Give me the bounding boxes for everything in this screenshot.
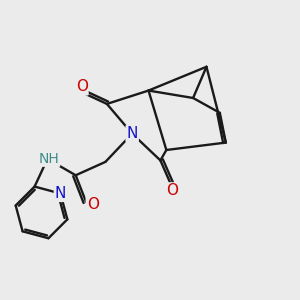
Text: O: O <box>76 80 88 94</box>
Text: NH: NH <box>39 152 59 166</box>
Text: O: O <box>87 197 99 212</box>
Text: N: N <box>127 126 138 141</box>
Text: N: N <box>55 186 66 201</box>
Text: O: O <box>166 183 178 198</box>
